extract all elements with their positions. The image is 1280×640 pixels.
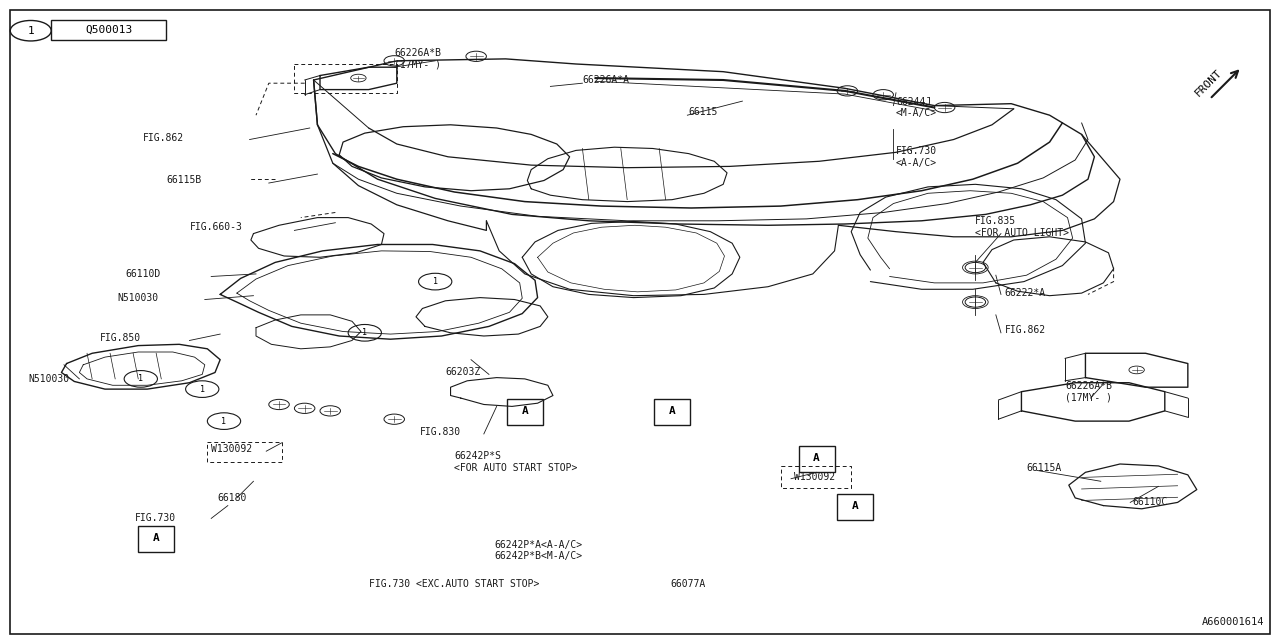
Text: FIG.660-3: FIG.660-3 [189,222,242,232]
Text: A660001614: A660001614 [1202,617,1265,627]
Bar [654,399,690,425]
Text: A: A [668,406,676,416]
Text: 66115A: 66115A [1027,463,1062,474]
Text: A: A [813,452,820,463]
Text: 66226A*B
(17MY- ): 66226A*B (17MY- ) [1065,381,1112,403]
Text: 1: 1 [138,374,143,383]
Text: FRONT: FRONT [1193,68,1224,99]
Text: 66077A: 66077A [671,579,707,589]
Bar [799,446,835,472]
Bar [138,526,174,552]
Text: 66244J
<M-A/C>: 66244J <M-A/C> [896,97,937,118]
Text: 66226A*B
(17MY- ): 66226A*B (17MY- ) [394,48,442,70]
Text: N510030: N510030 [118,292,159,303]
Text: FIG.730: FIG.730 [134,513,175,524]
Text: FIG.835
<FOR AUTO LIGHT>: FIG.835 <FOR AUTO LIGHT> [975,216,1069,238]
Text: FIG.730
<A-A/C>: FIG.730 <A-A/C> [896,146,937,168]
Text: 1: 1 [200,385,205,394]
Bar [507,399,543,425]
Bar [51,20,166,40]
Text: FIG.862: FIG.862 [1005,324,1046,335]
Text: Q500013: Q500013 [86,25,132,35]
Text: FIG.862: FIG.862 [143,132,184,143]
Text: W130092: W130092 [211,444,252,454]
Text: N510030: N510030 [28,374,69,384]
Text: A: A [851,500,859,511]
Text: 66222*A: 66222*A [1005,288,1046,298]
Text: 1: 1 [221,417,227,426]
Text: 66203Z: 66203Z [445,367,481,378]
Text: 66242P*A<A-A/C>
66242P*B<M-A/C>: 66242P*A<A-A/C> 66242P*B<M-A/C> [494,540,582,561]
Text: FIG.730 <EXC.AUTO START STOP>: FIG.730 <EXC.AUTO START STOP> [369,579,539,589]
Text: 1: 1 [362,328,367,337]
Text: 66242P*S
<FOR AUTO START STOP>: 66242P*S <FOR AUTO START STOP> [454,451,577,473]
Text: 66110C: 66110C [1133,497,1169,508]
Text: 66110D: 66110D [125,269,161,279]
Text: A: A [152,532,160,543]
Text: FIG.830: FIG.830 [420,427,461,437]
Text: FIG.850: FIG.850 [100,333,141,343]
Text: 66180: 66180 [218,493,247,503]
Text: A: A [521,406,529,416]
Text: 66115: 66115 [689,107,718,117]
Text: 1: 1 [27,26,35,36]
Text: 66115B: 66115B [166,175,202,186]
Text: 66226A*A: 66226A*A [582,75,630,85]
Bar [837,494,873,520]
Text: 1: 1 [433,277,438,286]
Text: W130092: W130092 [794,472,835,482]
